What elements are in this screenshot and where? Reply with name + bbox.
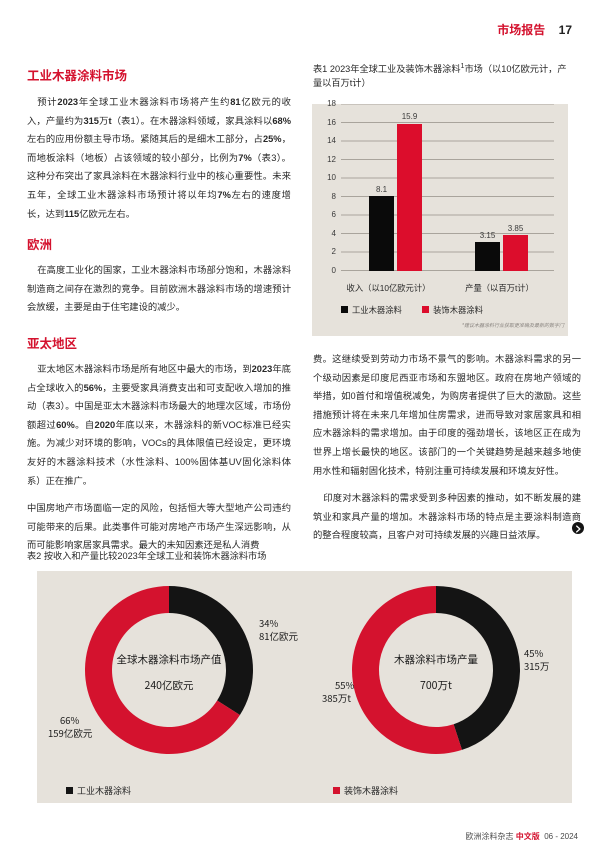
svg-text:55%: 55%: [335, 678, 355, 692]
svg-text:木器涂料市场产量: 木器涂料市场产量: [394, 652, 478, 667]
svg-text:385万t: 385万t: [322, 691, 351, 705]
svg-text:315万: 315万: [524, 659, 549, 673]
svg-text:700万t: 700万t: [420, 678, 452, 693]
svg-text:45%: 45%: [524, 646, 544, 660]
